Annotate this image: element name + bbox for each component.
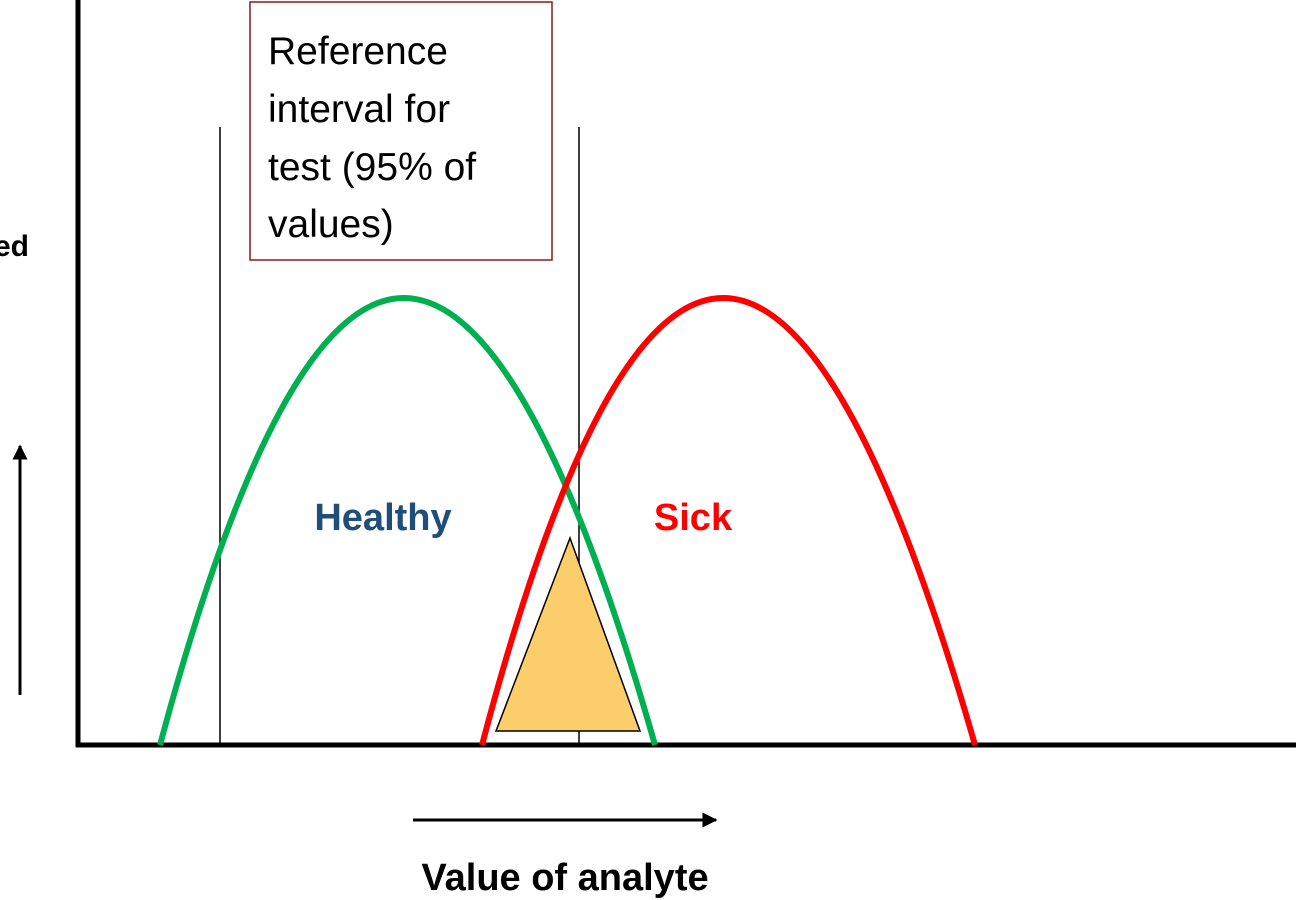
healthy-curve [157, 295, 658, 746]
healthy-label: Healthy [314, 497, 451, 539]
reference-box-text: test (95% of [268, 146, 476, 189]
reference-box-text: interval for [268, 88, 450, 131]
overlap-region [494, 535, 642, 732]
x-axis-label: Value of analyte [421, 857, 708, 899]
sick-label: Sick [654, 497, 733, 539]
sick-curve [479, 295, 978, 746]
reference-box-text: Reference [268, 30, 448, 73]
reference-box-text: values) [268, 203, 394, 246]
y-axis-label: ed [0, 230, 29, 263]
reference-box [249, 1, 553, 261]
